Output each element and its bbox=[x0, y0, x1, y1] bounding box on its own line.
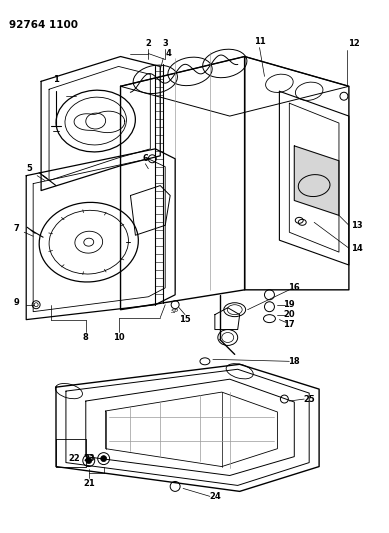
Text: 5: 5 bbox=[26, 164, 32, 173]
Text: 21: 21 bbox=[83, 479, 95, 488]
Text: 22: 22 bbox=[68, 454, 80, 463]
Text: 24: 24 bbox=[209, 492, 221, 501]
Text: 17: 17 bbox=[284, 320, 295, 329]
Text: SP: SP bbox=[171, 309, 179, 314]
Text: 4: 4 bbox=[165, 49, 171, 58]
Text: 16: 16 bbox=[288, 284, 300, 292]
Text: 7: 7 bbox=[13, 224, 19, 233]
Text: 12: 12 bbox=[348, 39, 360, 48]
Text: 20: 20 bbox=[284, 310, 295, 319]
Text: 13: 13 bbox=[351, 221, 363, 230]
Text: 1: 1 bbox=[53, 75, 59, 84]
Text: 25: 25 bbox=[303, 394, 315, 403]
Text: 3: 3 bbox=[162, 39, 168, 48]
Circle shape bbox=[101, 456, 107, 462]
Circle shape bbox=[86, 458, 92, 464]
Text: 23: 23 bbox=[83, 454, 95, 463]
Text: 2: 2 bbox=[145, 39, 151, 48]
Text: 8: 8 bbox=[83, 333, 89, 342]
Text: 9: 9 bbox=[13, 298, 19, 307]
Polygon shape bbox=[294, 146, 339, 215]
Text: 92764 1100: 92764 1100 bbox=[9, 20, 78, 30]
Text: 15: 15 bbox=[179, 315, 191, 324]
Text: 6: 6 bbox=[142, 154, 148, 163]
Text: 10: 10 bbox=[113, 333, 124, 342]
Text: 18: 18 bbox=[289, 357, 300, 366]
Text: 11: 11 bbox=[254, 37, 265, 46]
Text: 19: 19 bbox=[284, 300, 295, 309]
Text: 14: 14 bbox=[351, 244, 363, 253]
